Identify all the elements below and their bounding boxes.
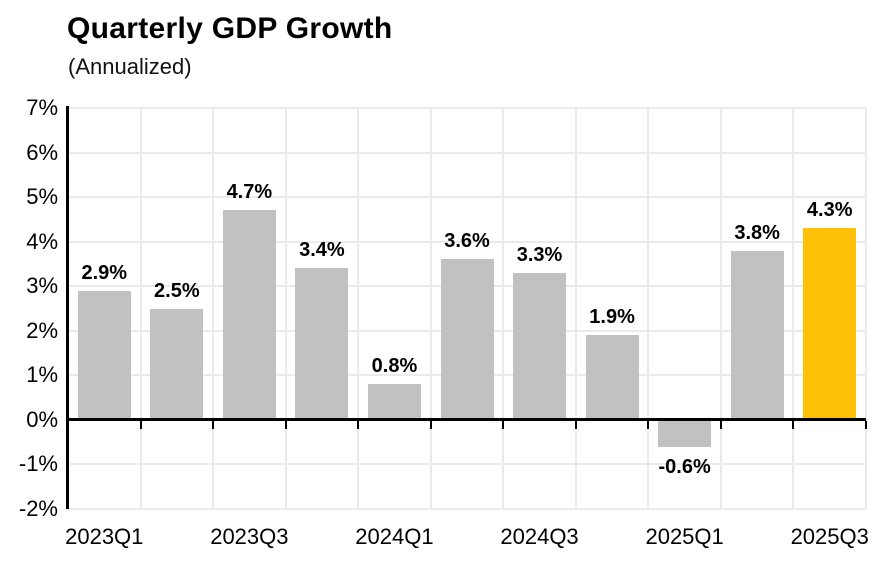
y-axis-tick-label: 7% bbox=[26, 95, 58, 120]
bar bbox=[585, 335, 639, 420]
x-axis-tick bbox=[212, 421, 215, 430]
x-axis-tick bbox=[502, 421, 505, 430]
bar-value-label: 2.5% bbox=[154, 279, 200, 302]
bar-value-label: 3.4% bbox=[299, 239, 345, 262]
y-axis-tick-label: 5% bbox=[26, 184, 58, 210]
bar bbox=[440, 259, 494, 420]
x-axis-tick-label: 2023Q3 bbox=[210, 524, 289, 549]
bar-value-label: 0.8% bbox=[371, 355, 418, 378]
y-axis-tick-label: -1% bbox=[18, 451, 58, 477]
x-axis-tick bbox=[647, 421, 650, 430]
gridline-vertical bbox=[574, 108, 577, 509]
x-axis-tick bbox=[357, 421, 360, 430]
bar-value-label: -0.6% bbox=[658, 455, 711, 478]
y-axis-tick-label: 6% bbox=[26, 139, 58, 165]
x-axis-tick-label: 2024Q1 bbox=[355, 524, 434, 549]
bar-value-label: 4.3% bbox=[806, 199, 853, 222]
x-axis-tick-label: 2024Q3 bbox=[500, 524, 579, 549]
gridline-vertical bbox=[284, 108, 287, 509]
gridline-vertical bbox=[139, 108, 142, 509]
bar-value-label: 3.6% bbox=[444, 230, 490, 253]
plot-area: 2.9% 2.5% 4.7% 3.4% 0.8% 3.6% 3.3% 1.9% -0.6% 3.8… bbox=[66, 106, 867, 510]
gridline-horizontal bbox=[68, 107, 866, 109]
bar-value-label: 1.9% bbox=[589, 306, 635, 329]
bar bbox=[77, 290, 131, 420]
bar-value-label: 3.8% bbox=[734, 221, 780, 244]
bar bbox=[367, 384, 421, 420]
gridline-horizontal bbox=[68, 196, 866, 199]
x-axis-tick-label: 2025Q3 bbox=[790, 524, 869, 549]
gridline-vertical bbox=[429, 108, 432, 509]
y-axis-tick-label: 0% bbox=[26, 406, 58, 432]
zero-axis-line bbox=[68, 418, 866, 422]
x-axis-tick bbox=[792, 421, 795, 430]
bar bbox=[150, 308, 204, 420]
x-axis-tick bbox=[284, 421, 287, 430]
bar bbox=[513, 272, 567, 420]
gridline-horizontal bbox=[68, 463, 866, 466]
y-axis-tick-label: -2% bbox=[18, 496, 58, 521]
y-axis-tick-label: 3% bbox=[26, 273, 58, 299]
chart-subtitle: (Annualized) bbox=[68, 54, 192, 79]
bar bbox=[730, 250, 784, 420]
x-axis-tick bbox=[429, 421, 432, 430]
gridline-vertical bbox=[502, 108, 505, 509]
bar bbox=[658, 419, 712, 447]
x-axis-tick bbox=[865, 421, 867, 430]
gridline-vertical bbox=[865, 108, 867, 509]
gridline-vertical bbox=[212, 108, 215, 509]
gridline-vertical bbox=[719, 108, 722, 509]
y-axis-tick-label: 1% bbox=[26, 362, 58, 388]
x-axis-tick bbox=[719, 421, 722, 430]
y-axis-line bbox=[66, 106, 69, 509]
bar-value-label: 4.7% bbox=[226, 181, 273, 204]
gridline-vertical bbox=[792, 108, 795, 509]
bar-value-label: 2.9% bbox=[81, 261, 128, 284]
x-axis-tick-label: 2023Q1 bbox=[65, 524, 144, 549]
bar-highlighted bbox=[803, 228, 857, 420]
chart-title: Quarterly GDP Growth bbox=[67, 12, 393, 45]
x-axis-tick bbox=[139, 421, 142, 430]
x-axis-tick bbox=[574, 421, 577, 430]
bar bbox=[295, 268, 349, 420]
gridline-horizontal bbox=[68, 240, 866, 243]
gridline-horizontal bbox=[68, 508, 866, 510]
gridline-vertical bbox=[647, 108, 650, 509]
x-axis-tick-label: 2025Q1 bbox=[645, 524, 724, 549]
y-axis-tick-label: 2% bbox=[26, 317, 58, 343]
bar bbox=[222, 210, 276, 420]
y-axis-tick-label: 4% bbox=[26, 228, 58, 254]
gridline-horizontal bbox=[68, 151, 866, 154]
gridline-vertical bbox=[357, 108, 360, 509]
bar-value-label: 3.3% bbox=[516, 243, 563, 266]
